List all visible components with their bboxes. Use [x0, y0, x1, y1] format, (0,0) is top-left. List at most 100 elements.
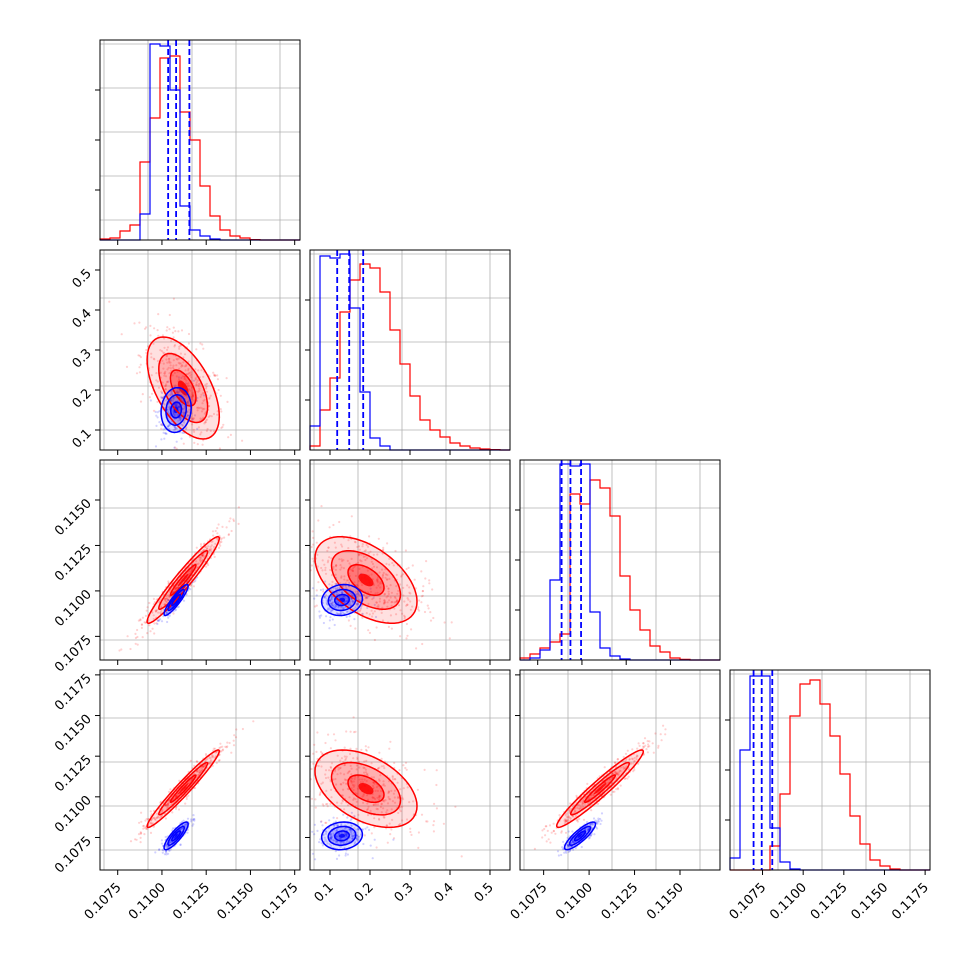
scatter-point-red	[352, 716, 355, 719]
scatter-point-red	[189, 759, 192, 762]
scatter-point-red	[142, 827, 145, 830]
scatter-point-red	[195, 546, 198, 549]
scatter-point-blue	[330, 596, 333, 599]
scatter-point-red	[368, 631, 371, 635]
scatter-point-red	[407, 566, 410, 570]
scatter-point-red	[164, 600, 167, 603]
scatter-point-blue	[173, 414, 176, 417]
scatter-point-red	[349, 624, 352, 628]
scatter-point-red	[398, 808, 401, 811]
scatter-point-blue	[318, 616, 321, 619]
scatter-point-red	[409, 608, 412, 611]
scatter-point-red	[212, 747, 215, 750]
scatter-point-red	[152, 614, 155, 617]
scatter-point-red	[157, 313, 160, 316]
scatter-point-red	[563, 822, 566, 825]
scatter-point-red	[155, 816, 158, 820]
density-peak-blue	[577, 833, 583, 838]
scatter-point-blue	[350, 832, 353, 836]
scatter-point-red	[150, 821, 153, 825]
scatter-point-red	[395, 613, 398, 616]
scatter-point-red	[152, 597, 155, 601]
scatter-point-red	[340, 783, 343, 786]
scatter-point-blue	[356, 592, 359, 595]
scatter-point-blue	[162, 849, 165, 852]
scatter-point-red	[377, 817, 381, 820]
scatter-point-blue	[336, 824, 339, 827]
scatter-point-blue	[351, 835, 354, 838]
scatter-point-red	[330, 574, 334, 577]
scatter-point-red	[375, 601, 378, 604]
scatter-point-red	[659, 733, 662, 736]
scatter-point-red	[198, 382, 201, 385]
scatter-point-red	[376, 796, 379, 799]
scatter-point-blue	[356, 593, 359, 596]
scatter-point-red	[140, 832, 143, 835]
scatter-point-red	[567, 816, 570, 819]
scatter-point-red	[350, 515, 353, 518]
scatter-point-red	[305, 785, 307, 787]
scatter-point-red	[406, 786, 409, 789]
scatter-point-blue	[328, 627, 331, 630]
scatter-point-blue	[328, 607, 331, 611]
scatter-point-blue	[374, 615, 378, 619]
scatter-point-blue	[331, 603, 334, 606]
scatter-point-blue	[181, 423, 184, 426]
scatter-point-blue	[340, 831, 343, 835]
scatter-point-red	[636, 754, 639, 758]
scatter-point-red	[380, 765, 383, 768]
scatter-point-red	[181, 424, 184, 427]
scatter-point-red	[190, 570, 193, 573]
scatter-point-red	[201, 554, 204, 557]
scatter-point-red	[154, 818, 157, 821]
scatter-point-blue	[180, 827, 183, 830]
scatter-point-blue	[325, 597, 328, 600]
scatter-point-red	[565, 819, 568, 822]
scatter-point-red	[209, 394, 212, 397]
scatter-point-blue	[568, 846, 572, 849]
scatter-point-blue	[185, 395, 188, 398]
scatter-point-red	[153, 622, 156, 625]
scatter-point-blue	[329, 833, 332, 836]
scatter-point-red	[209, 545, 212, 549]
scatter-point-red	[145, 351, 148, 354]
scatter-point-red	[375, 807, 378, 811]
scatter-point-red	[604, 781, 607, 784]
scatter-point-red	[170, 369, 173, 372]
scatter-point-blue	[346, 816, 349, 819]
scatter-point-red	[145, 326, 148, 329]
scatter-point-red	[151, 627, 154, 630]
scatter-point-blue	[171, 829, 174, 832]
scatter-point-red	[371, 612, 375, 615]
scatter-point-blue	[184, 823, 187, 826]
scatter-point-red	[150, 822, 153, 826]
scatter-point-blue	[186, 831, 189, 834]
scatter-point-red	[541, 836, 544, 839]
contour-blue	[320, 821, 364, 851]
scatter-point-red	[205, 387, 208, 390]
scatter-point-blue	[340, 822, 343, 825]
scatter-point-red	[386, 601, 389, 604]
scatter-point-blue	[180, 437, 183, 440]
density-group	[147, 337, 220, 439]
scatter-point-red	[138, 321, 141, 324]
scatter-point-red	[628, 757, 631, 761]
gridlines-layer	[100, 40, 930, 870]
scatter-point-red	[582, 797, 585, 801]
scatter-point-blue	[339, 612, 342, 615]
scatter-point-red	[400, 574, 403, 577]
scatter-point-red	[171, 811, 174, 814]
scatter-point-red	[213, 555, 216, 559]
scatter-point-red	[414, 587, 417, 590]
scatter-point-red	[317, 581, 320, 584]
scatter-point-red	[416, 788, 419, 791]
scatter-point-red	[174, 427, 177, 431]
scatter-point-red	[340, 543, 343, 546]
scatter-point-red	[364, 549, 367, 552]
scatter-point-red	[350, 781, 353, 784]
scatter-point-red	[367, 805, 370, 808]
scatter-point-red	[166, 326, 169, 329]
scatter-point-red	[321, 781, 324, 784]
scatter-point-red	[420, 570, 423, 573]
scatter-point-red	[187, 367, 190, 370]
